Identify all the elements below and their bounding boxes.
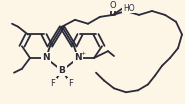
Text: +: + — [80, 51, 86, 56]
Text: O: O — [110, 1, 116, 10]
Text: HO: HO — [123, 4, 135, 13]
Text: N: N — [74, 53, 82, 63]
Text: F: F — [69, 79, 73, 88]
Text: F: F — [51, 79, 56, 88]
Text: B: B — [59, 66, 65, 75]
Text: N: N — [42, 53, 50, 63]
